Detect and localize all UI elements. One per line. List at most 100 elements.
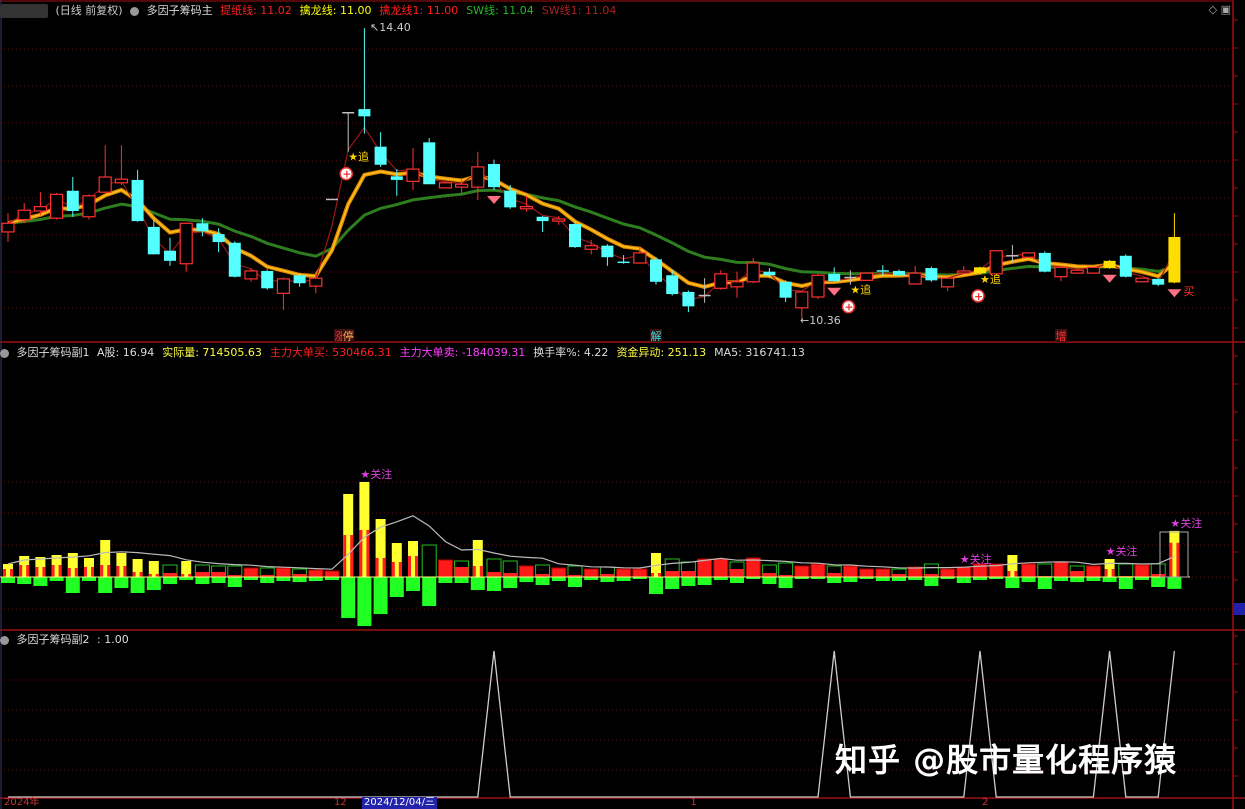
big-sell-bar bbox=[973, 577, 987, 581]
volume-bar bbox=[406, 541, 420, 591]
candle-body bbox=[471, 166, 485, 188]
indicator-value-5: 资金异动: 251.13 bbox=[616, 346, 710, 359]
candle bbox=[908, 265, 922, 285]
big-sell-bar bbox=[503, 577, 518, 589]
candle-body bbox=[504, 190, 517, 208]
diamond-icon[interactable]: ◇ bbox=[1208, 3, 1218, 16]
big-buy-bar bbox=[487, 571, 501, 577]
total-volume-bar bbox=[100, 539, 111, 577]
volume-bar bbox=[1021, 563, 1037, 583]
big-sell-bar bbox=[179, 577, 194, 581]
total-volume-bar bbox=[616, 568, 632, 578]
big-buy-bar bbox=[292, 573, 307, 577]
candle-body bbox=[584, 245, 598, 250]
value-label: 换手率% bbox=[533, 346, 577, 359]
candle-body bbox=[957, 270, 971, 274]
candle bbox=[1086, 266, 1101, 274]
sub2-indicator-name[interactable]: 多因子筹码副2 bbox=[16, 633, 90, 646]
total-volume-bar bbox=[810, 563, 826, 578]
candle bbox=[455, 179, 469, 196]
volume-bar bbox=[518, 565, 534, 583]
total-volume-bar bbox=[1085, 565, 1101, 578]
candle-body bbox=[261, 270, 274, 289]
panel-toggle-icon[interactable]: ▣ bbox=[1220, 3, 1231, 16]
candle-body bbox=[164, 250, 176, 261]
big-buy-bar bbox=[681, 571, 696, 577]
indicator-menu-icon[interactable] bbox=[0, 348, 9, 358]
candle bbox=[261, 269, 274, 290]
candle-body bbox=[552, 218, 566, 222]
candle bbox=[569, 222, 581, 248]
period-label[interactable]: (日线 前复权) bbox=[55, 4, 123, 17]
total-volume-bar bbox=[472, 539, 483, 577]
volume-bar bbox=[875, 568, 891, 581]
total-volume-bar bbox=[67, 553, 78, 577]
candle bbox=[276, 277, 290, 310]
big-buy-bar bbox=[26, 565, 30, 577]
value-number: : 11.04 bbox=[495, 4, 534, 17]
big-buy-bar bbox=[188, 573, 192, 577]
sub1-indicator-name[interactable]: 多因子筹码副1 bbox=[16, 346, 90, 359]
volume-bar bbox=[308, 569, 324, 581]
big-buy-bar bbox=[778, 575, 793, 577]
big-buy-bar bbox=[1007, 571, 1011, 577]
big-sell-bar bbox=[730, 577, 744, 583]
volume-bar bbox=[179, 561, 194, 581]
event-label: 增 bbox=[1056, 329, 1067, 343]
candle bbox=[1152, 278, 1165, 287]
candle-body bbox=[114, 178, 129, 184]
total-volume-bar bbox=[1169, 530, 1180, 577]
candle bbox=[925, 266, 938, 282]
big-buy-bar bbox=[116, 565, 120, 577]
candle bbox=[293, 273, 306, 287]
big-buy-bar bbox=[181, 573, 185, 577]
candle-body bbox=[876, 270, 889, 272]
candle bbox=[1054, 266, 1068, 282]
candle bbox=[617, 255, 630, 264]
candle-body bbox=[212, 234, 225, 243]
candle bbox=[601, 244, 614, 266]
big-sell-bar bbox=[649, 577, 663, 595]
big-buy-bar bbox=[1151, 573, 1166, 577]
big-sell-bar bbox=[600, 577, 615, 583]
big-sell-bar bbox=[551, 577, 566, 581]
total-volume-bar bbox=[940, 568, 956, 578]
candle bbox=[974, 266, 986, 274]
candle-body bbox=[666, 275, 679, 295]
indicator-menu-icon[interactable] bbox=[0, 635, 9, 645]
candle-body bbox=[326, 198, 338, 201]
total-volume-bar bbox=[1104, 559, 1115, 577]
candle-body bbox=[536, 216, 549, 222]
candle-body bbox=[989, 250, 1003, 275]
total-volume-bar bbox=[35, 557, 46, 577]
candle-body bbox=[33, 206, 48, 212]
indicator-value-2: 主力大单买: 530466.31 bbox=[270, 346, 396, 359]
candle-body bbox=[455, 183, 469, 188]
big-sell-bar bbox=[389, 577, 404, 597]
total-volume-bar bbox=[375, 519, 386, 577]
total-volume-bar bbox=[132, 559, 143, 577]
big-buy-bar bbox=[19, 565, 23, 577]
main-indicator-name[interactable]: 多因子筹码主 bbox=[146, 4, 213, 17]
big-buy-bar bbox=[391, 561, 395, 577]
big-sell-bar bbox=[292, 577, 307, 583]
indicator-menu-icon[interactable] bbox=[130, 6, 140, 16]
sell-diamond-icon bbox=[1167, 289, 1182, 298]
value-label: 提纸线 bbox=[220, 4, 254, 17]
candle bbox=[438, 182, 452, 189]
big-buy-bar bbox=[91, 567, 94, 577]
candle-body bbox=[811, 274, 825, 298]
event-badge bbox=[650, 329, 662, 342]
volume-ma5-line bbox=[7, 515, 1175, 570]
big-sell-bar bbox=[195, 577, 210, 585]
candle bbox=[1135, 277, 1149, 283]
candle bbox=[730, 271, 744, 298]
main-panel-header: (日线 前复权) 多因子筹码主 提纸线: 11.02 擒龙线: 11.00 擒龙线1… bbox=[0, 3, 628, 19]
candle bbox=[957, 265, 971, 274]
volume-bar bbox=[357, 481, 372, 627]
candle bbox=[179, 222, 193, 272]
total-volume-bar bbox=[1007, 555, 1018, 577]
big-buy-bar bbox=[1014, 571, 1018, 577]
total-volume-bar bbox=[632, 568, 648, 578]
